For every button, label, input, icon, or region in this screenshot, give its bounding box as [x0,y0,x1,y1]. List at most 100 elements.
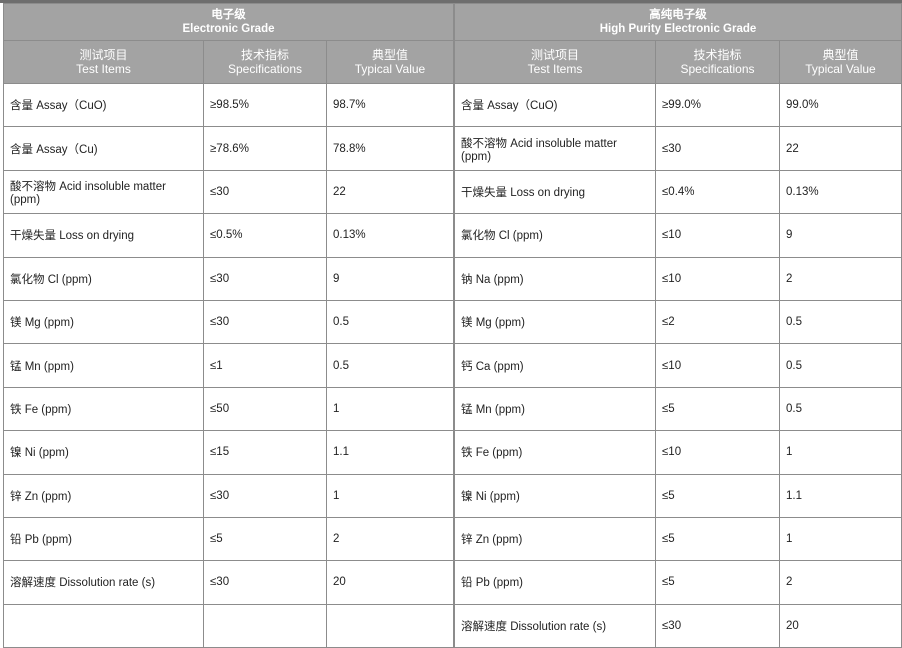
test-item-cell: 镁 Mg (ppm) [3,299,204,345]
specification-cell: ≤5 [655,560,780,605]
typical-value-cell: 9 [326,256,454,301]
specification-cell: ≥78.6% [203,126,327,171]
test-item-cell: 钠 Na (ppm) [454,256,656,301]
column-header-en: Specifications [227,62,303,76]
specification-cell: ≤30 [203,299,327,345]
column-header-en: Typical Value [354,62,426,76]
column-header-cn: 技术指标 [693,48,742,62]
grade-title-en: High Purity Electronic Grade [599,23,757,35]
specification-cell: ≤30 [203,256,327,301]
column-header-cn: 典型值 [822,48,859,62]
grade-header-row: 电子级 Electronic Grade [3,3,454,41]
column-header-cn: 典型值 [371,48,408,62]
table-row: 酸不溶物 Acid insoluble matter (ppm) ≤30 22 [3,169,454,215]
specification-cell: ≤5 [655,516,780,562]
typical-value-cell: 0.13% [779,169,902,215]
test-item-cell: 铁 Fe (ppm) [3,386,204,432]
specification-cell: ≤10 [655,343,780,388]
typical-value-cell: 20 [326,560,454,605]
column-header-en: Test Items [76,62,131,76]
table-row: 镍 Ni (ppm) ≤15 1.1 [3,430,454,475]
table-row: 镁 Mg (ppm) ≤30 0.5 [3,299,454,345]
test-item-cell: 铁 Fe (ppm) [454,430,656,475]
table-row: 镁 Mg (ppm) ≤2 0.5 [454,299,902,345]
column-header-cn: 技术指标 [240,48,289,62]
table-row: 钙 Ca (ppm) ≤10 0.5 [454,343,902,388]
specification-cell: ≥98.5% [203,82,327,128]
typical-value-cell: 98.7% [326,82,454,128]
table-row: 酸不溶物 Acid insoluble matter (ppm) ≤30 22 [454,126,902,171]
column-header-cn: 测试项目 [530,48,579,62]
test-item-cell [3,603,204,648]
specification-cell: ≤10 [655,213,780,258]
table-row: 干燥失量 Loss on drying ≤0.4% 0.13% [454,169,902,215]
table-row: 锰 Mn (ppm) ≤5 0.5 [454,386,902,432]
table-row: 溶解速度 Dissolution rate (s) ≤30 20 [3,560,454,605]
table-row: 含量 Assay（CuO) ≥98.5% 98.7% [3,82,454,128]
specification-cell: ≤5 [655,473,780,518]
table-row: 铁 Fe (ppm) ≤10 1 [454,430,902,475]
column-header-row: 测试项目 Test Items 技术指标 Specifications 典型值 Typic… [3,40,454,84]
typical-value-cell: 0.5 [779,299,902,345]
test-item-cell: 含量 Assay（CuO) [454,82,656,128]
test-item-cell: 锰 Mn (ppm) [454,386,656,432]
specification-cell: ≥99.0% [655,82,780,128]
table-row: 含量 Assay（CuO) ≥99.0% 99.0% [454,82,902,128]
typical-value-cell: 1.1 [326,430,454,475]
specification-cell: ≤30 [203,560,327,605]
column-header-en: Test Items [527,62,583,76]
typical-value-cell: 22 [779,126,902,171]
column-header-en: Specifications [680,62,755,76]
column-header-row: 测试项目 Test Items 技术指标 Specifications 典型值 Typic… [454,40,902,84]
test-item-cell: 溶解速度 Dissolution rate (s) [3,560,204,605]
table-row: 铁 Fe (ppm) ≤50 1 [3,386,454,432]
typical-value-cell: 99.0% [779,82,902,128]
table-row: 干燥失量 Loss on drying ≤0.5% 0.13% [3,213,454,258]
typical-value-cell [326,603,454,648]
specification-cell: ≤2 [655,299,780,345]
typical-value-cell: 78.8% [326,126,454,171]
typical-value-cell: 1 [326,473,454,518]
test-item-cell: 铅 Pb (ppm) [3,516,204,562]
table-row: 锌 Zn (ppm) ≤5 1 [454,516,902,562]
table-row: 溶解速度 Dissolution rate (s) ≤30 20 [454,603,902,648]
test-item-cell: 锌 Zn (ppm) [454,516,656,562]
test-item-cell: 钙 Ca (ppm) [454,343,656,388]
test-item-cell: 酸不溶物 Acid insoluble matter (ppm) [3,169,204,215]
test-item-cell: 镍 Ni (ppm) [3,430,204,475]
specification-cell: ≤15 [203,430,327,475]
test-item-cell: 铅 Pb (ppm) [454,560,656,605]
column-header: 测试项目 Test Items [454,40,656,84]
typical-value-cell: 9 [779,213,902,258]
test-item-cell: 氯化物 Cl (ppm) [3,256,204,301]
test-item-cell: 溶解速度 Dissolution rate (s) [454,603,656,648]
typical-value-cell: 1.1 [779,473,902,518]
typical-value-cell: 1 [779,430,902,475]
column-header: 技术指标 Specifications [655,40,780,84]
specification-cell: ≤1 [203,343,327,388]
grade-title-cn: 电子级 [211,9,246,21]
test-item-cell: 干燥失量 Loss on drying [3,213,204,258]
typical-value-cell: 1 [326,386,454,432]
table-row: 镍 Ni (ppm) ≤5 1.1 [454,473,902,518]
test-item-cell: 镁 Mg (ppm) [454,299,656,345]
specification-cell: ≤30 [655,603,780,648]
column-header: 典型值 Typical Value [326,40,454,84]
table-row: 含量 Assay（Cu) ≥78.6% 78.8% [3,126,454,171]
table-row: 铅 Pb (ppm) ≤5 2 [454,560,902,605]
grade-title-cn: 高纯电子级 [649,9,707,21]
test-item-cell: 干燥失量 Loss on drying [454,169,656,215]
column-header: 技术指标 Specifications [203,40,327,84]
specification-cell: ≤0.5% [203,213,327,258]
test-item-cell: 含量 Assay（Cu) [3,126,204,171]
test-item-cell: 镍 Ni (ppm) [454,473,656,518]
typical-value-cell: 0.5 [779,343,902,388]
grade-title: 电子级 Electronic Grade [3,3,454,41]
typical-value-cell: 0.5 [779,386,902,432]
specification-cell: ≤0.4% [655,169,780,215]
specification-cell: ≤50 [203,386,327,432]
column-header: 测试项目 Test Items [3,40,204,84]
specification-cell: ≤10 [655,430,780,475]
grade-title-en: Electronic Grade [182,23,275,35]
